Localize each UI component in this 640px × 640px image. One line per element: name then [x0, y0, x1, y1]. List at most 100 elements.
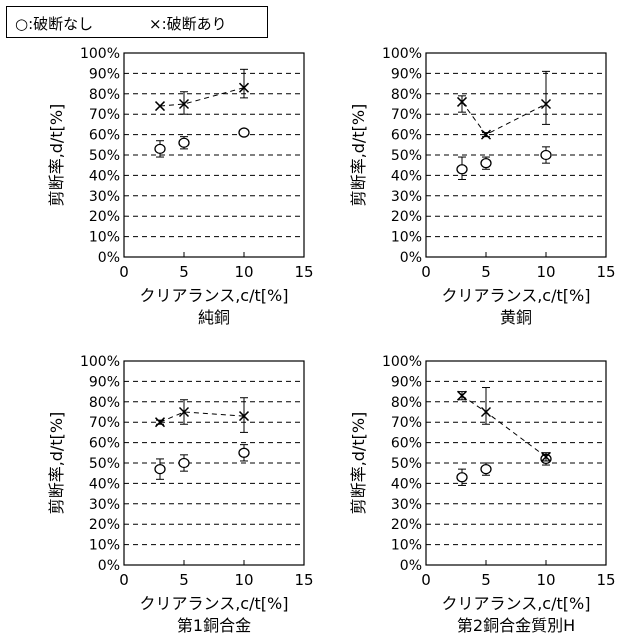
y-tick-label: 0%	[400, 250, 422, 266]
y-tick-label: 70%	[89, 415, 120, 431]
data-point-cross	[178, 406, 190, 418]
data-point-cross	[480, 129, 492, 140]
x-tick-label: 5	[179, 571, 189, 589]
y-tick-label: 30%	[89, 497, 120, 513]
data-point-circle	[456, 164, 468, 175]
y-tick-label: 40%	[89, 168, 120, 184]
y-tick-label: 70%	[391, 107, 422, 123]
y-tick-label: 30%	[391, 497, 422, 513]
data-point-circle	[456, 472, 468, 483]
y-tick-label: 60%	[391, 128, 422, 144]
data-point-circle	[480, 158, 492, 169]
y-tick-label: 50%	[89, 148, 120, 164]
data-point-circle	[540, 149, 552, 161]
plot-frame	[425, 360, 607, 566]
legend-item-no-break: ○:破断なし	[15, 13, 93, 34]
y-tick-label: 40%	[89, 476, 120, 492]
plot-frame	[425, 52, 607, 258]
y-tick-label: 10%	[89, 230, 120, 246]
y-tick-label: 80%	[89, 395, 120, 411]
data-point-circle	[154, 143, 166, 155]
y-tick-label: 60%	[391, 436, 422, 452]
y-tick-label: 20%	[391, 517, 422, 533]
y-tick-label: 50%	[391, 148, 422, 164]
x-tick-label: 15	[596, 263, 615, 281]
y-tick-label: 100%	[80, 354, 120, 370]
x-tick-label: 10	[234, 571, 253, 589]
x-tick-label: 15	[294, 571, 313, 589]
x-tick-label: 15	[596, 571, 615, 589]
y-tick-label: 50%	[391, 456, 422, 472]
y-tick-label: 0%	[98, 250, 120, 266]
y-tick-label: 90%	[89, 66, 120, 82]
y-tick-label: 40%	[391, 476, 422, 492]
x-tick-label: 10	[536, 571, 555, 589]
x-tick-label: 0	[119, 571, 129, 589]
y-tick-label: 20%	[89, 209, 120, 225]
x-axis-label: クリアランス,c/t[%]	[140, 594, 289, 613]
y-tick-label: 10%	[391, 538, 422, 554]
y-tick-label: 100%	[382, 354, 422, 370]
y-tick-label: 80%	[391, 395, 422, 411]
y-tick-label: 60%	[89, 128, 120, 144]
x-tick-label: 15	[294, 263, 313, 281]
y-axis-label: 剪断率,d/t[%]	[349, 104, 368, 207]
chart-panel-4: 0% 10% 20% 30% 40% 50% 60% 70% 80% 90% 100% 0 5 10 15 ク…	[349, 354, 616, 635]
chart-panel-2: 0% 10% 20% 30% 40% 50% 60% 70% 80% 90% 100% 0 5 10 15 ク…	[349, 46, 616, 327]
y-axis-label: 剪断率,d/t[%]	[349, 412, 368, 515]
chart-title: 第1銅合金	[177, 616, 251, 635]
y-tick-label: 100%	[80, 46, 120, 62]
data-point-circle	[238, 447, 250, 458]
y-tick-label: 30%	[89, 189, 120, 205]
x-tick-label: 0	[421, 263, 431, 281]
data-point-cross	[456, 96, 468, 107]
chart-panel-1: 0% 10% 20% 30% 40% 50% 60% 70% 80% 90% 100% 0 5 10 15 ク…	[47, 46, 314, 327]
plot-frame	[123, 52, 305, 258]
y-tick-label: 0%	[98, 558, 120, 574]
y-tick-label: 80%	[391, 87, 422, 103]
y-tick-label: 0%	[400, 558, 422, 574]
data-point-circle	[178, 457, 190, 469]
data-point-circle	[178, 137, 190, 148]
y-tick-label: 80%	[89, 87, 120, 103]
x-tick-label: 5	[481, 571, 491, 589]
data-point-cross	[480, 406, 492, 418]
x-tick-label: 10	[536, 263, 555, 281]
y-tick-label: 20%	[391, 209, 422, 225]
y-axis-label: 剪断率,d/t[%]	[47, 412, 66, 515]
y-tick-label: 10%	[89, 538, 120, 554]
series-line	[461, 101, 547, 136]
data-point-cross	[238, 411, 250, 422]
data-point-circle	[154, 463, 166, 475]
data-point-cross	[540, 451, 552, 462]
y-tick-label: 20%	[89, 517, 120, 533]
series-line	[461, 395, 547, 458]
y-tick-label: 40%	[391, 168, 422, 184]
x-tick-label: 0	[421, 571, 431, 589]
chart-title: 黄銅	[500, 308, 532, 327]
chart-title: 純銅	[198, 308, 230, 327]
legend-break-label: ×:破断あり	[149, 15, 227, 33]
chart-panel-3: 0% 10% 20% 30% 40% 50% 60% 70% 80% 90% 100% 0 5 10 15 ク…	[47, 354, 314, 635]
series-line	[159, 411, 245, 423]
y-tick-label: 50%	[89, 456, 120, 472]
y-tick-label: 10%	[391, 230, 422, 246]
chart-title: 第2銅合金質別H	[457, 616, 575, 635]
y-tick-label: 100%	[382, 46, 422, 62]
y-tick-label: 90%	[89, 374, 120, 390]
y-tick-label: 60%	[89, 436, 120, 452]
x-axis-label: クリアランス,c/t[%]	[442, 286, 591, 305]
x-axis-label: クリアランス,c/t[%]	[140, 286, 289, 305]
data-point-cross	[154, 417, 166, 428]
legend-item-break: ×:破断あり	[149, 13, 227, 34]
data-point-cross	[178, 98, 190, 110]
legend-no-break-label: ○:破断なし	[15, 15, 94, 33]
legend-box: ○:破断なし ×:破断あり	[6, 6, 268, 38]
x-tick-label: 10	[234, 263, 253, 281]
y-tick-label: 90%	[391, 66, 422, 82]
x-tick-label: 5	[481, 263, 491, 281]
data-point-cross	[540, 98, 552, 110]
y-tick-label: 70%	[89, 107, 120, 123]
x-tick-label: 5	[179, 263, 189, 281]
